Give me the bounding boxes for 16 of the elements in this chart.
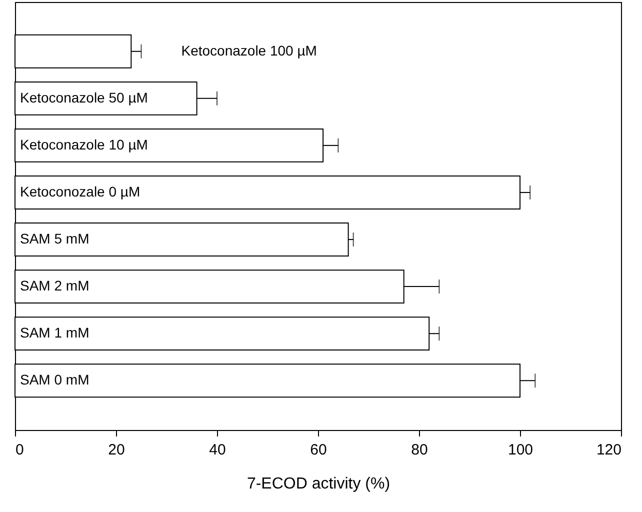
y-tick-label: SAM 1 mM [20,324,90,341]
y-tick-label: SAM 2 mM [20,278,90,294]
y-tick-label: Ketoconozale 0 µM [20,183,140,200]
x-tick-label: 120 [596,442,622,458]
x-tick-label: 100 [508,442,534,458]
x-axis-title: 7-ECOD activity (%) [246,476,390,492]
x-tick-label: 40 [209,442,226,458]
x-tick-label: 80 [411,442,428,458]
y-tick-label: Ketoconazole 10 µM [20,136,148,152]
y-tick-label: SAM 0 mM [20,372,90,388]
y-tick-label: Ketoconazole 50 µM [20,89,148,106]
x-tick-label: 60 [310,442,327,458]
x-tick-label: 0 [16,442,24,458]
x-tick-label: 20 [108,442,125,458]
y-tick-label: Ketoconazole 100 µM [181,42,317,58]
y-tick-label: SAM 5 mM [20,230,90,247]
